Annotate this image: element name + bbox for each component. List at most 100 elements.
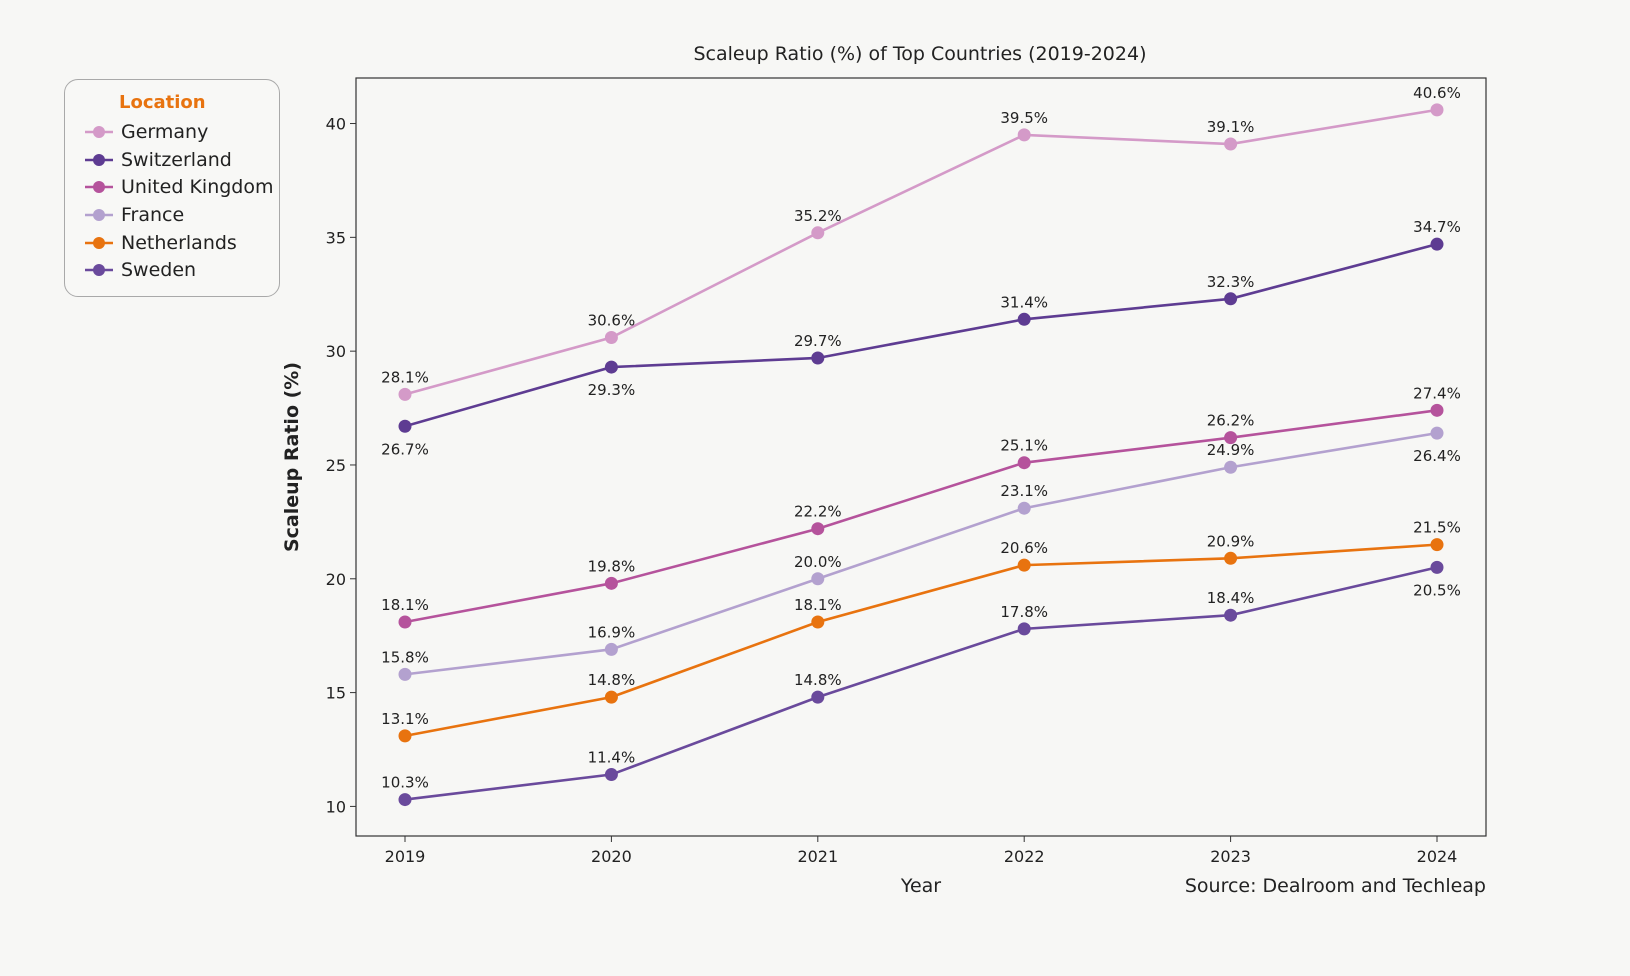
data-point-sweden [1017,622,1031,636]
legend-marker-icon [85,236,113,249]
data-label-netherlands: 21.5% [1413,519,1461,537]
series-united-kingdom: 18.1% 19.8% 22.2% 25.1% 26.2% 27.4% [381,384,1461,629]
data-label-united-kingdom: 18.1% [381,596,429,614]
series-line-switzerland [404,242,1438,428]
y-tick-label: 10 [326,797,346,816]
data-label-germany: 30.6% [588,311,636,329]
data-label-france: 24.9% [1207,441,1255,459]
data-label-germany: 39.5% [1000,109,1048,127]
x-tick-label: 2019 [385,847,426,866]
data-point-germany [1017,128,1031,142]
data-point-germany [1430,103,1444,117]
data-point-germany [604,330,618,344]
data-label-netherlands: 14.8% [588,671,636,689]
series-layer: 28.1% 30.6% 35.2% 39.5% 39.1% 40.6% 26.7% 29.3%… [381,84,1461,807]
data-point-switzerland [1430,237,1444,251]
series-germany: 28.1% 30.6% 35.2% 39.5% 39.1% 40.6% [381,84,1461,401]
data-label-germany: 40.6% [1413,84,1461,102]
data-label-france: 15.8% [381,648,429,666]
data-point-france [398,667,412,681]
data-label-france: 23.1% [1000,482,1048,500]
data-label-sweden: 17.8% [1000,603,1048,621]
data-point-switzerland [398,419,412,433]
data-label-france: 26.4% [1413,447,1461,465]
series-france: 15.8% 16.9% 20.0% 23.1% 24.9% 26.4% [381,426,1461,681]
data-label-sweden: 20.5% [1413,581,1461,599]
data-point-united-kingdom [604,576,618,590]
data-label-switzerland: 34.7% [1413,218,1461,236]
legend-label: Netherlands [121,231,237,254]
data-point-switzerland [1224,292,1238,306]
data-point-switzerland [811,351,825,365]
legend-item-united-kingdom: United Kingdom [85,173,279,201]
data-label-germany: 39.1% [1207,118,1255,136]
data-point-germany [811,226,825,240]
data-point-france [811,572,825,586]
data-point-netherlands [1430,538,1444,552]
data-point-sweden [1430,560,1444,574]
y-tick-label: 30 [326,342,346,361]
series-netherlands: 13.1% 14.8% 18.1% 20.6% 20.9% 21.5% [381,519,1461,743]
x-tick-label: 2024 [1417,847,1458,866]
y-axis-label: Scaleup Ratio (%) [281,362,303,552]
data-point-netherlands [811,615,825,629]
data-label-united-kingdom: 25.1% [1000,437,1048,455]
data-label-netherlands: 18.1% [794,596,842,614]
data-label-united-kingdom: 26.2% [1207,412,1255,430]
data-point-sweden [604,768,618,782]
data-point-sweden [1224,608,1238,622]
x-axis-label: Year [900,875,941,897]
data-label-netherlands: 13.1% [381,710,429,728]
data-point-netherlands [1224,551,1238,565]
series-line-sweden [404,566,1438,801]
data-label-sweden: 18.4% [1207,589,1255,607]
data-point-switzerland [1017,312,1031,326]
series-line-germany [404,108,1438,396]
data-label-france: 20.0% [794,553,842,571]
chart-title: Scaleup Ratio (%) of Top Countries (2019… [694,43,1147,65]
series-line-united-kingdom [404,409,1438,624]
data-label-netherlands: 20.6% [1000,539,1048,557]
data-label-france: 16.9% [588,623,636,641]
plot-area [355,77,1487,837]
legend-label: France [121,203,185,226]
data-label-united-kingdom: 19.8% [588,557,636,575]
legend-item-germany: Germany [85,118,279,146]
data-label-switzerland: 29.3% [588,381,636,399]
x-tick-label: 2020 [591,847,632,866]
data-point-sweden [811,690,825,704]
legend-marker-icon [85,208,113,221]
legend-label: Switzerland [121,148,232,171]
data-label-sweden: 14.8% [794,671,842,689]
data-point-france [604,642,618,656]
data-label-sweden: 11.4% [588,749,636,767]
data-point-france [1017,501,1031,515]
legend-label: United Kingdom [121,176,274,199]
y-tick-label: 20 [326,570,346,589]
data-point-netherlands [398,729,412,743]
data-point-france [1224,460,1238,474]
data-point-united-kingdom [1224,431,1238,445]
x-tick-label: 2022 [1004,847,1045,866]
legend-label: Germany [121,120,209,143]
data-label-united-kingdom: 22.2% [794,503,842,521]
legend-item-netherlands: Netherlands [85,229,279,257]
y-tick-label: 15 [326,684,346,703]
x-tick-label: 2023 [1210,847,1251,866]
y-tick-label: 25 [326,456,346,475]
x-tick-label: 2021 [797,847,838,866]
y-tick-label: 40 [326,115,346,134]
data-point-netherlands [604,690,618,704]
series-switzerland: 26.7% 29.3% 29.7% 31.4% 32.3% 34.7% [381,218,1461,458]
legend-marker-icon [85,153,113,166]
legend-title: Location [119,92,206,113]
data-point-sweden [398,793,412,807]
data-point-united-kingdom [811,522,825,536]
y-axis: 10 15 20 25 30 35 40 [326,115,356,816]
series-line-netherlands [404,543,1438,738]
data-point-germany [398,387,412,401]
legend-item-france: France [85,201,279,229]
legend-item-sweden: Sweden [85,256,279,284]
legend: Location Germany Switzerland United Kingdo… [64,79,280,297]
data-point-united-kingdom [398,615,412,629]
